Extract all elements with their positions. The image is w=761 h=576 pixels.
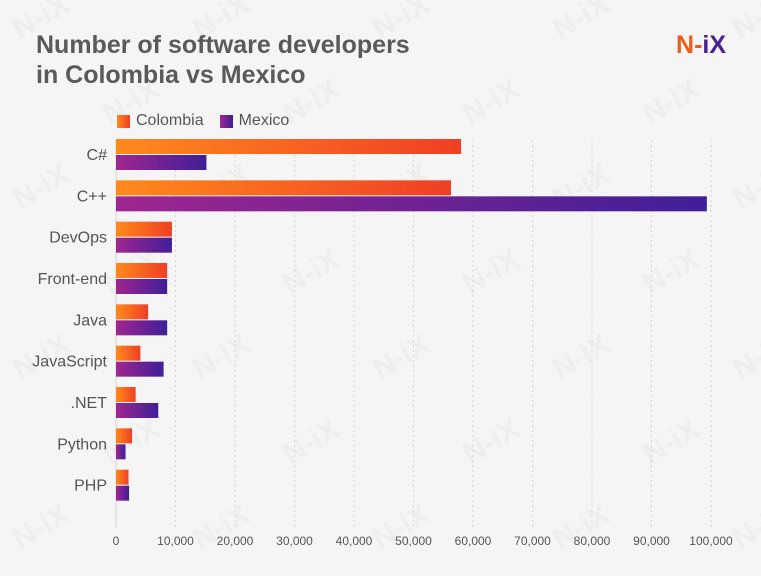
bar-colombia [116,469,129,485]
bar-colombia [116,263,168,278]
legend-item-colombia: Colombia [117,112,204,130]
x-tick-label: 40,000 [336,534,373,548]
bar-mexico [116,279,168,294]
x-tick-label: 10,000 [157,534,194,548]
x-tick-label: 90,000 [633,534,670,548]
x-tick-label: 0 [113,534,120,548]
y-category-label: Java [73,312,107,329]
logo-n: N [676,31,695,59]
y-category-label: C++ [77,188,107,205]
legend-label-mexico: Mexico [238,112,290,129]
bar-mexico [116,361,164,377]
chart-title-line1: Number of software developers [36,31,410,59]
x-tick-label: 30,000 [276,534,313,548]
bar-mexico [116,155,207,170]
chart-legend: Colombia Mexico [117,112,305,130]
legend-label-colombia: Colombia [136,112,204,129]
bar-mexico [116,403,159,418]
legend-swatch-colombia [117,114,130,128]
bar-mexico [116,320,168,336]
y-category-label: DevOps [49,230,107,247]
x-tick-label: 100,000 [689,534,733,548]
y-category-label: C# [87,147,108,164]
bar-mexico [116,196,707,212]
legend-swatch-mexico [219,114,233,128]
x-tick-label: 60,000 [455,534,492,548]
bar-colombia [116,304,149,320]
y-category-label: JavaScript [32,354,107,371]
legend-item-mexico: Mexico [219,112,290,130]
x-tick-label: 50,000 [395,534,432,548]
logo-ix: iX [702,31,727,59]
chart-title: Number of software developers in Colombi… [36,30,410,90]
bar-colombia [116,221,172,237]
x-tick-label: 20,000 [217,534,254,548]
bar-colombia [116,387,136,402]
y-category-label: PHP [74,478,107,495]
logo-dash: - [694,31,703,59]
bar-mexico [116,485,130,501]
brand-logo: N-iX [676,30,726,60]
x-tick-label: 70,000 [514,534,551,548]
chart-title-line2: in Colombia vs Mexico [36,61,306,89]
y-category-label: Front-end [38,271,107,288]
bar-colombia [116,180,451,196]
bar-mexico [116,444,126,460]
bar-colombia [116,139,462,154]
bar-mexico [116,237,172,253]
bar-colombia [116,428,133,444]
x-tick-label: 80,000 [574,534,611,548]
y-category-label: Python [57,436,107,453]
bar-colombia [116,345,141,361]
y-category-label: .NET [71,395,108,412]
